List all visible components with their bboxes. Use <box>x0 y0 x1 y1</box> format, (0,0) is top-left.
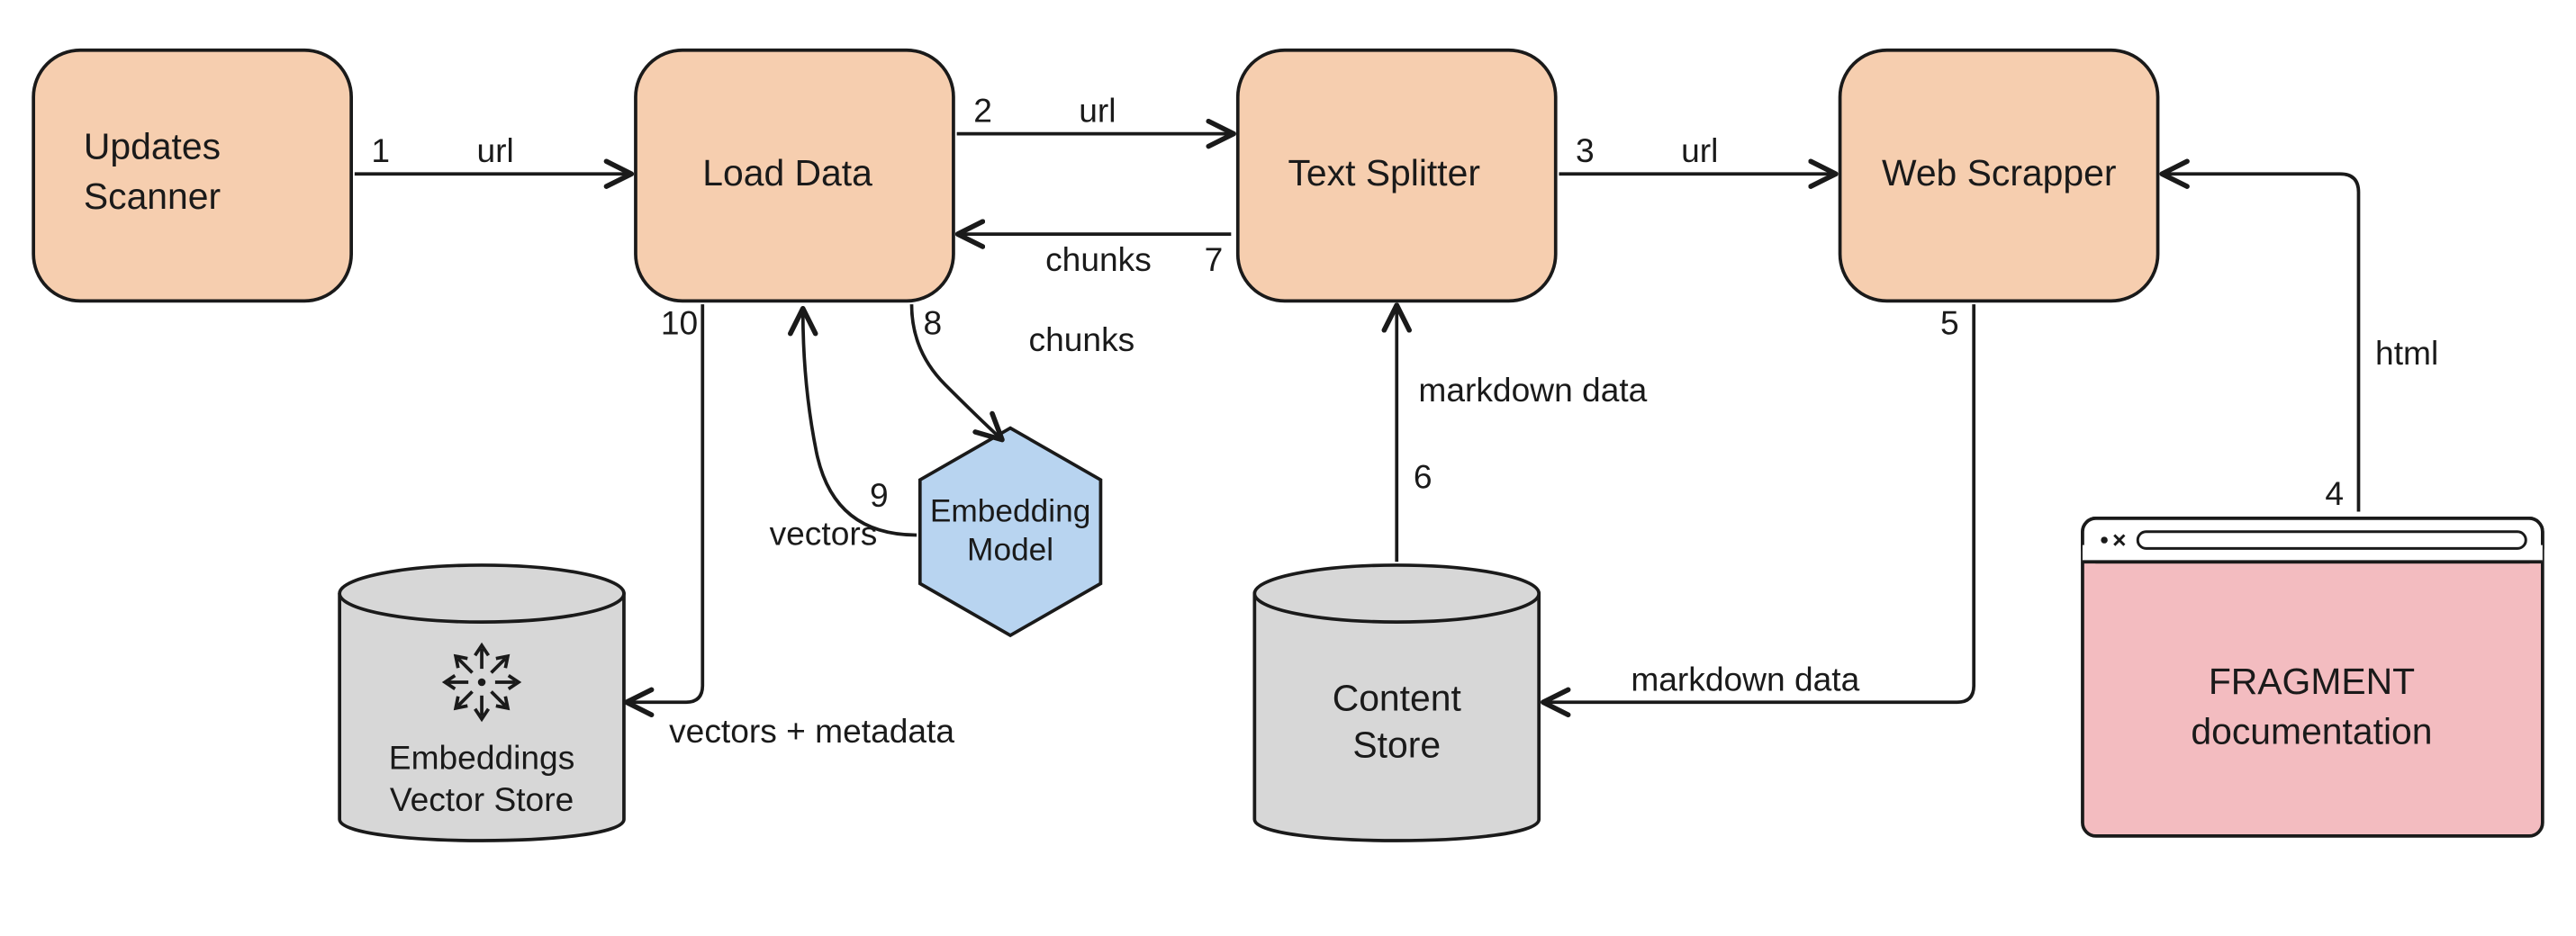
label: Embeddings <box>389 739 574 777</box>
label: Vector Store <box>390 780 574 818</box>
edge-label: url <box>1079 92 1116 130</box>
node-embeddings-store: Embeddings Vector Store <box>339 565 624 841</box>
edge-number: 1 <box>371 131 390 169</box>
edge-number: 6 <box>1414 457 1433 495</box>
edge-number: 7 <box>1205 240 1224 278</box>
edge-label: markdown data <box>1418 371 1647 409</box>
edge-6: 6 markdown data <box>1396 308 1647 562</box>
label: Store <box>1352 724 1441 766</box>
edge-2: 2 url <box>957 92 1232 134</box>
edge-8: 8 chunks <box>911 304 1134 438</box>
label: FRAGMENT <box>2209 661 2415 702</box>
node-updates-scanner: Updates Scanner <box>33 50 351 302</box>
label: Load Data <box>702 152 872 194</box>
label: Model <box>967 532 1053 567</box>
node-content-store: Content Store <box>1254 565 1539 841</box>
label: documentation <box>2191 711 2432 752</box>
edge-number: 3 <box>1576 131 1595 169</box>
edge-label: markdown data <box>1631 660 1859 698</box>
edge-label: vectors + metadata <box>669 712 954 750</box>
edge-number: 5 <box>1940 304 1959 342</box>
node-web-scrapper: Web Scrapper <box>1840 50 2158 302</box>
label: Embedding <box>930 494 1091 529</box>
label: Content <box>1333 678 1462 719</box>
edge-number: 9 <box>870 476 889 514</box>
node-text-splitter: Text Splitter <box>1238 50 1556 302</box>
edge-3: 3 url <box>1559 131 1833 174</box>
edge-number: 10 <box>661 304 698 342</box>
edge-label: vectors <box>770 515 878 553</box>
edge-4: 4 html <box>2165 174 2438 512</box>
label: Text Splitter <box>1288 152 1480 194</box>
edge-7: 7 chunks <box>960 234 1231 278</box>
label: Updates <box>84 125 221 166</box>
edge-label: html <box>2375 334 2438 372</box>
edge-9: 9 vectors <box>770 311 917 553</box>
edge-number: 2 <box>973 92 992 130</box>
edge-label: url <box>1681 131 1718 169</box>
edge-number: 8 <box>924 304 943 342</box>
label: Scanner <box>84 176 221 217</box>
edge-label: chunks <box>1029 320 1135 358</box>
vector-store-icon <box>445 645 519 719</box>
node-embedding-model: Embedding Model <box>920 428 1101 635</box>
edge-number: 4 <box>2325 474 2344 512</box>
edge-label: chunks <box>1045 240 1152 278</box>
edge-1: 1 url <box>355 131 629 174</box>
edge-5: 5 markdown data <box>1546 304 1975 703</box>
edge-label: url <box>476 131 513 169</box>
node-fragment-doc: FRAGMENT documentation <box>2083 518 2543 836</box>
label: Web Scrapper <box>1882 152 2116 194</box>
node-load-data: Load Data <box>636 50 954 302</box>
